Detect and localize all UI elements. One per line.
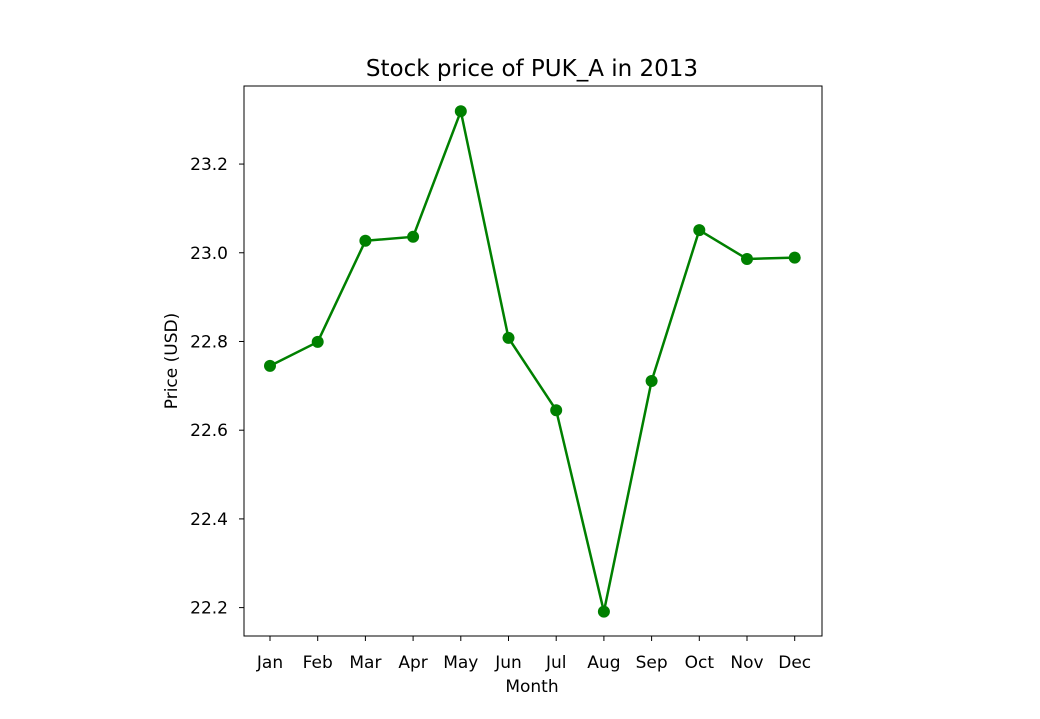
- y-tick-label: 23.2: [190, 155, 228, 175]
- data-point-jul: [550, 404, 563, 417]
- x-tick-label: Jan: [256, 653, 283, 673]
- data-point-oct: [693, 224, 706, 237]
- y-tick-label: 22.4: [190, 510, 228, 530]
- x-tick-label: Jul: [545, 653, 567, 673]
- x-tick-label: Nov: [730, 653, 763, 673]
- chart-title: Stock price of PUK_A in 2013: [366, 56, 698, 82]
- x-tick-label: Oct: [685, 653, 715, 673]
- data-point-jun: [502, 331, 515, 344]
- data-point-may: [454, 105, 467, 118]
- data-point-jan: [264, 359, 276, 372]
- y-axis-label: Price (USD): [162, 313, 182, 409]
- series-line: [269, 110, 795, 613]
- x-axis-label: Month: [505, 677, 558, 697]
- x-tick-label: Feb: [303, 653, 333, 673]
- y-tick-label: 22.2: [190, 599, 228, 619]
- series-layer: [264, 105, 801, 618]
- data-point-dec: [788, 251, 801, 264]
- data-point-feb: [311, 335, 324, 348]
- data-point-aug: [597, 605, 610, 618]
- plot-area-frame: [243, 85, 823, 637]
- data-point-sep: [645, 374, 658, 387]
- x-tick-label: Sep: [636, 653, 668, 673]
- x-tick-label: Jun: [494, 653, 522, 673]
- x-tick-label: Aug: [587, 653, 620, 673]
- x-axis: Jan Feb Mar Apr May Jun Jul Aug Sep Oct Nov Dec: [256, 636, 811, 673]
- y-tick-label: 22.8: [190, 332, 228, 352]
- data-point-mar: [359, 234, 372, 247]
- x-tick-label: Apr: [398, 653, 427, 673]
- y-axis: 22.2 22.4 22.6 22.8 23.0 23.2: [190, 155, 244, 619]
- y-tick-label: 23.0: [190, 244, 228, 264]
- y-tick-label: 22.6: [190, 421, 228, 441]
- data-point-apr: [407, 230, 420, 243]
- x-tick-label: May: [443, 653, 478, 673]
- data-point-nov: [741, 252, 753, 265]
- x-tick-label: Mar: [349, 653, 381, 673]
- x-tick-label: Dec: [778, 653, 811, 673]
